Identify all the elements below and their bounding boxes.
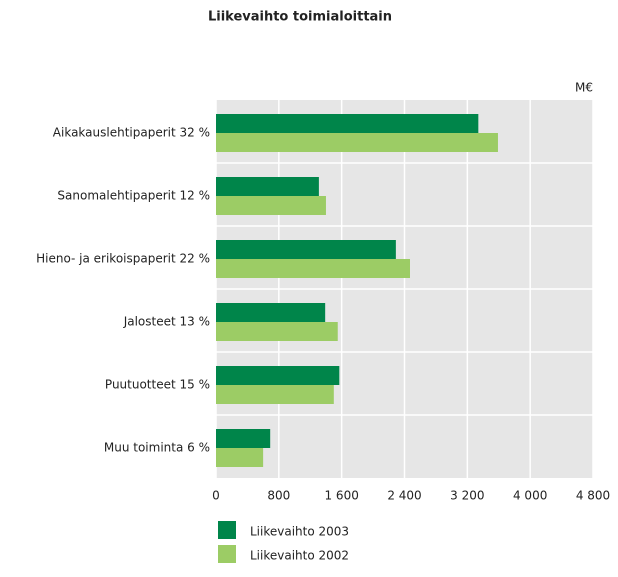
- x-tick-label: 4 000: [513, 489, 547, 503]
- y-tick-label: Jalosteet 13 %: [123, 315, 210, 329]
- bar: [216, 429, 271, 448]
- bar: [216, 240, 396, 259]
- legend-label: Liikevaihto 2003: [250, 525, 349, 539]
- unit-label: M€: [575, 81, 593, 95]
- bar: [216, 114, 479, 133]
- bar: [216, 177, 319, 196]
- y-tick-label: Puutuotteet 15 %: [105, 378, 210, 392]
- x-tick-label: 3 200: [450, 489, 484, 503]
- bar: [216, 322, 338, 341]
- bar: [216, 196, 326, 215]
- bar: [216, 448, 264, 467]
- y-tick-label: Aikakauslehtipaperit 32 %: [53, 126, 210, 140]
- x-tick-label: 1 600: [324, 489, 358, 503]
- bar: [216, 303, 326, 322]
- legend-label: Liikevaihto 2002: [250, 549, 349, 563]
- legend-swatch: [218, 545, 236, 563]
- bar: [216, 259, 410, 278]
- y-tick-label: Sanomalehtipaperit 12 %: [57, 189, 210, 203]
- y-tick-label: Hieno- ja erikoispaperit 22 %: [36, 252, 210, 266]
- x-tick-label: 800: [267, 489, 290, 503]
- bar: [216, 366, 340, 385]
- y-tick-label: Muu toiminta 6 %: [104, 441, 210, 455]
- x-tick-label: 2 400: [387, 489, 421, 503]
- bar: [216, 133, 498, 152]
- x-tick-label: 4 800: [576, 489, 610, 503]
- chart-title: Liikevaihto toimialoittain: [208, 10, 392, 25]
- legend-swatch: [218, 521, 236, 539]
- x-tick-label: 0: [212, 489, 220, 503]
- bar: [216, 385, 334, 404]
